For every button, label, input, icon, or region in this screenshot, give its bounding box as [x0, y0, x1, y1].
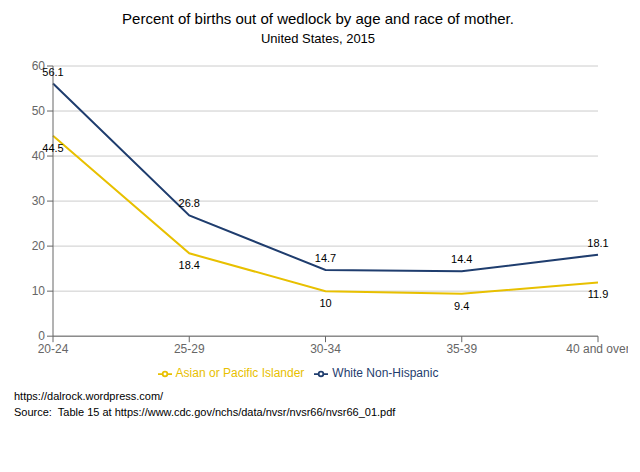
html-text:Percent of births out of wedlo: Percent of births out of wedlock by age … — [122, 10, 514, 27]
svg-text:25-29: 25-29 — [174, 342, 205, 356]
svg-text:20-24: 20-24 — [38, 342, 69, 356]
svg-text:11.9: 11.9 — [588, 288, 609, 300]
html-text:Asian or Pacific Islander: Asian or Pacific Islander — [175, 366, 305, 381]
svg-text:10: 10 — [319, 297, 331, 309]
html-text:White Non-Hispanic: White Non-Hispanic — [332, 366, 439, 381]
svg-text:10: 10 — [32, 284, 46, 298]
html-text:Source: Table 15 at https://ww: Source: Table 15 at https://www.cdc.gov/… — [14, 406, 396, 418]
svg-text:20: 20 — [32, 239, 46, 253]
svg-text:14.7: 14.7 — [315, 252, 336, 264]
svg-text:30-34: 30-34 — [310, 342, 341, 356]
svg-text:60: 60 — [31, 59, 45, 74]
svg-text:40: 40 — [31, 149, 45, 164]
svg-text:50: 50 — [32, 104, 46, 118]
svg-text:14.4: 14.4 — [451, 253, 472, 265]
svg-text:40 and over: 40 and over — [566, 342, 628, 356]
html-text:https://dalrock.wordpress.com/: https://dalrock.wordpress.com/ — [14, 390, 164, 402]
html-text:United States, 2015: United States, 2015 — [260, 31, 376, 46]
svg-text:30: 30 — [32, 194, 46, 208]
svg-text:18.4: 18.4 — [179, 259, 200, 271]
svg-text:44.5: 44.5 — [42, 142, 63, 154]
svg-text:18.1: 18.1 — [587, 237, 608, 249]
svg-text:35-39: 35-39 — [446, 342, 477, 356]
svg-text:26.8: 26.8 — [179, 197, 200, 209]
svg-text:9.4: 9.4 — [454, 300, 469, 312]
svg-text:56.1: 56.1 — [42, 66, 63, 78]
svg-text:0: 0 — [38, 329, 45, 343]
